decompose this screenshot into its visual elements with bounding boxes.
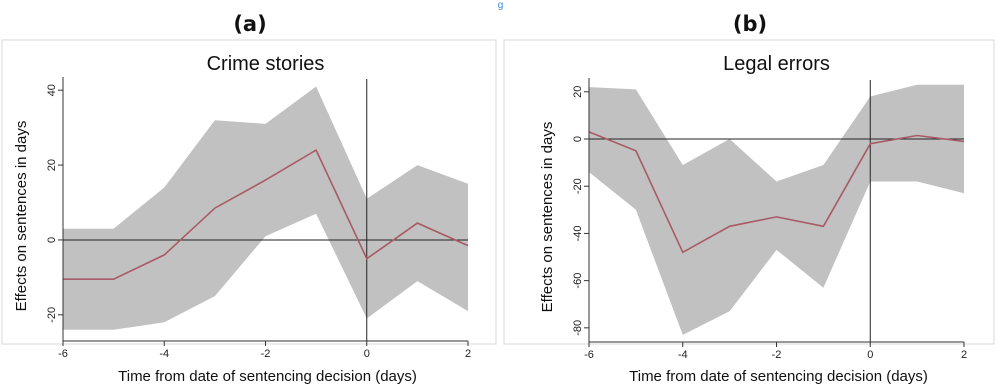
y-tick-label: -60 (572, 273, 584, 289)
x-tick-label: -6 (584, 349, 594, 361)
chart-title: Legal errors (723, 53, 830, 75)
y-tick-label: -80 (572, 320, 584, 336)
x-tick-label: -2 (772, 349, 782, 361)
estimate-line (63, 148, 469, 280)
y-tick-label: 0 (572, 136, 584, 142)
y-axis-label: Effects on sentences in days (13, 121, 30, 312)
caption-fragment: g (497, 0, 504, 11)
panel-a: (a) -6 -4 -2 0 2 -20 0 20 40 Crime stories Effects… (0, 0, 500, 387)
x-axis-label: Time from date of sentencing decision (d… (118, 368, 417, 385)
y-tick-label: -40 (572, 225, 584, 241)
panel-label-a: (a) (233, 12, 267, 36)
x-axis-label: Time from date of sentencing decision (d… (629, 368, 928, 385)
y-tick-label: 20 (572, 86, 584, 98)
x-tick-label: -6 (58, 348, 68, 360)
y-tick-label: -20 (572, 178, 584, 194)
chart-frame (503, 39, 995, 345)
y-axis-label: Effects on sentences in days (539, 122, 556, 313)
y-tick-label: 40 (46, 84, 58, 96)
x-tick-label: 2 (961, 349, 967, 361)
chart-title: Crime stories (207, 53, 325, 75)
x-tick-label: 0 (364, 348, 370, 360)
panel-label-b: (b) (732, 12, 768, 36)
confidence-band (589, 84, 964, 335)
y-tick-label: 20 (46, 159, 58, 171)
y-tick-label: -20 (46, 307, 58, 323)
chart-frame (1, 39, 497, 345)
x-tick-label: -4 (678, 349, 688, 361)
estimate-line (588, 131, 965, 254)
x-tick-label: 0 (867, 349, 873, 361)
x-tick-label: -4 (159, 348, 169, 360)
panel-b: (b) -6 -4 -2 0 2 -80 -60 -40 -20 0 20 Legal errors E… (500, 0, 1000, 387)
x-tick-label: -2 (261, 348, 271, 360)
confidence-band (63, 86, 468, 330)
y-tick-label: 0 (46, 237, 58, 243)
x-tick-label: 2 (465, 348, 471, 360)
